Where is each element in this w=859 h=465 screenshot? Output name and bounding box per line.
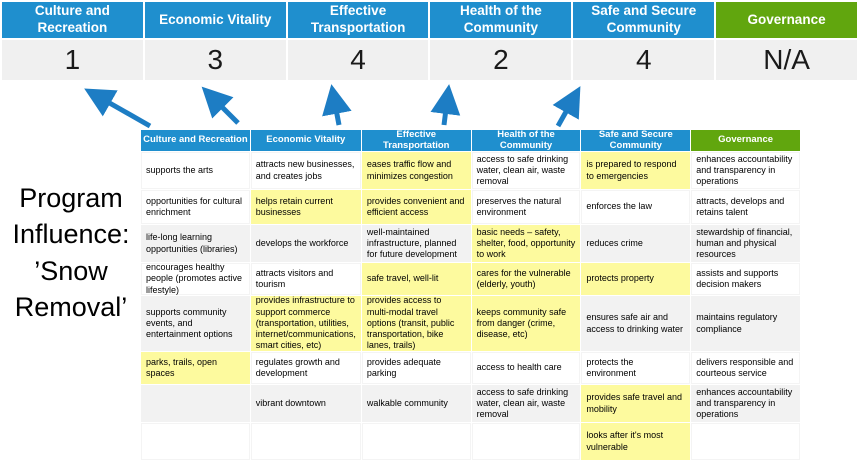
score-column-header: Economic Vitality [144,2,286,38]
matrix-cell: vibrant downtown [250,385,361,422]
matrix-cell: preserves the natural environment [471,190,581,224]
matrix-cell: helps retain current businesses [250,190,361,224]
matrix-header-cell: Safe and Secure Community [581,129,691,151]
matrix-cell: basic needs – safety, shelter, food, opp… [471,225,581,262]
influence-matrix: Culture and Recreation Economic Vitality E… [141,129,800,460]
matrix-cell: access to health care [471,352,581,384]
matrix-cell: looks after it's most vulnerable [581,423,691,460]
matrix-cell: protects the environment [581,352,691,384]
matrix-cell: develops the workforce [250,225,361,262]
matrix-header-cell: Culture and Recreation [141,130,250,151]
score-value: 3 [144,40,286,80]
matrix-cell: is prepared to respond to emergencies [581,152,691,189]
score-table: Culture and Recreation Economic Vitality E… [2,2,857,80]
arrow-icon [84,88,152,129]
matrix-cell: walkable community [361,385,471,422]
matrix-cell: reduces crime [581,225,691,262]
matrix-cell: access to safe drinking water, clean air… [471,152,581,189]
matrix-cell: provides infrastructure to support comme… [250,295,361,351]
matrix-cell: attracts new businesses, and creates job… [250,152,361,189]
matrix-cell [361,423,471,460]
matrix-header-cell: Effective Transportation [361,129,471,151]
influence-arrows [84,84,581,129]
matrix-cell: maintains regulatory compliance [691,296,800,351]
score-column-header: Effective Transportation [287,2,429,38]
score-value: 2 [430,40,572,80]
matrix-cell: well-maintained infrastructure, planned … [361,225,471,262]
matrix-cell: keeps community safe from danger (crime,… [471,296,581,351]
matrix-cell: provides convenient and efficient access [361,190,471,224]
score-column-header: Culture and Recreation [2,2,143,38]
matrix-cell: supports the arts [141,152,250,189]
matrix-cell: provides access to multi-modal travel op… [361,295,471,351]
score-value: 4 [573,40,715,80]
arrow-icon [322,84,352,126]
matrix-cell [250,423,361,460]
score-value: N/A [716,40,857,80]
matrix-cell: protects property [581,263,691,295]
score-value: 1 [2,40,143,80]
matrix-header-cell: Governance [691,130,800,151]
matrix-cell: cares for the vulnerable (elderly, youth… [471,263,581,295]
score-column-header: Governance [716,2,857,38]
matrix-cell: provides adequate parking [361,352,471,384]
matrix-cell: ensures safe air and access to drinking … [581,296,691,351]
matrix-cell [141,423,250,460]
matrix-cell: supports community events, and entertain… [141,296,250,351]
matrix-header-cell: Health of the Community [471,129,581,151]
matrix-cell: stewardship of financial, human and phys… [691,225,800,262]
matrix-cell: enforces the law [581,190,691,224]
matrix-cell: attracts, develops and retains talent [691,190,800,224]
matrix-cell: opportunities for cultural enrichment [141,190,250,224]
arrow-icon [430,84,461,126]
matrix-cell: enhances accountability and transparency… [691,385,800,422]
matrix-cell: provides safe travel and mobility [581,385,691,422]
matrix-cell: attracts visitors and tourism [250,263,361,295]
matrix-cell: delivers responsible and courteous servi… [691,352,800,384]
score-column-header: Safe and Secure Community [573,2,715,38]
matrix-cell: parks, trails, open spaces [141,352,250,384]
arrow-icon [201,86,240,125]
matrix-cell: encourages healthy people (promotes acti… [141,262,250,295]
arrow-icon [552,86,581,128]
matrix-cell: safe travel, well-lit [361,263,471,295]
matrix-cell: eases traffic flow and minimizes congest… [361,152,471,189]
matrix-cell: life-long learning opportunities (librar… [141,225,250,262]
matrix-cell: enhances accountability and transparency… [691,152,800,189]
matrix-cell [141,385,250,422]
matrix-cell [691,423,800,460]
matrix-header-cell: Economic Vitality [250,130,361,151]
score-value: 4 [287,40,429,80]
matrix-cell: assists and supports decision makers [691,263,800,295]
matrix-cell [471,423,581,460]
matrix-cell: regulates growth and development [250,352,361,384]
matrix-cell: access to safe drinking water, clean air… [471,385,581,422]
program-influence-title: Program Influence: ’Snow Removal’ [12,183,130,323]
score-column-header: Health of the Community [430,2,572,38]
